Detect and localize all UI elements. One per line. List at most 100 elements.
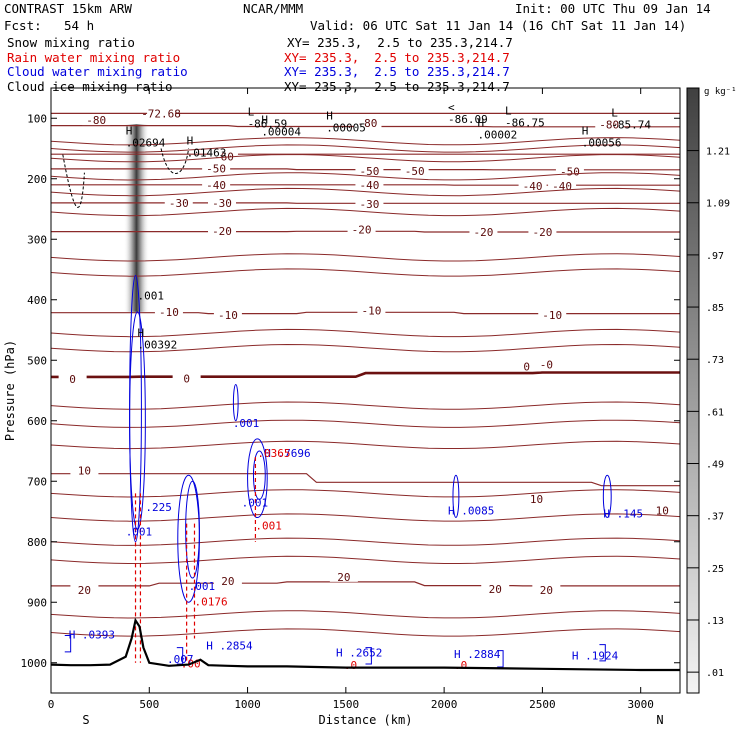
extremum-value: -86.09: [448, 113, 488, 126]
organization-label: NCAR/MMM: [243, 1, 304, 16]
cloud-water-contour: [232, 383, 239, 422]
colorbar-tick-label: .01: [706, 668, 724, 679]
extremum-value: .01463: [187, 147, 227, 160]
rain-water-label: .0: [344, 659, 357, 672]
colorbar-tick-label: 1.09: [706, 199, 730, 210]
rain-water-label: .0176: [194, 595, 227, 608]
isotherm-line: [51, 328, 680, 338]
y-tick-label: 700: [27, 475, 47, 488]
isotherm-label: -20: [212, 225, 232, 238]
isotherm-line: [51, 268, 680, 277]
plot-frame: [50, 87, 681, 694]
isotherm-label: -40: [359, 179, 379, 192]
colorbar-tick-label: .13: [706, 616, 724, 627]
isotherm-label: -80: [599, 118, 619, 131]
isotherm-label: -10: [361, 305, 381, 318]
y-tick-label: 1000: [21, 657, 48, 670]
rain-water-label: .0365: [257, 447, 290, 460]
isotherm-label: 20: [337, 571, 350, 584]
field-xy-cloud-ice: XY= 235.3, 2.5 to 235.3,214.7: [284, 79, 510, 94]
x-axis-title: Distance (km): [319, 713, 413, 727]
y-tick-label: 800: [27, 536, 47, 549]
extremum-value: .00002: [478, 129, 518, 142]
extremum-marker: L: [505, 104, 512, 117]
cloud-water-label: .225: [145, 501, 172, 514]
cloud-water-contour: [252, 450, 266, 500]
isotherm-line: [51, 401, 680, 410]
isotherm-line: [51, 343, 680, 353]
isotherm-label: -40: [552, 180, 572, 193]
field-name-rain: Rain water mixing ratio: [7, 50, 181, 65]
isotherm-label: 0: [69, 373, 76, 386]
cloud-water-label: H .0085: [448, 505, 494, 518]
isotherm-label: -50: [359, 165, 379, 178]
cloud-water-contour: [247, 438, 268, 519]
extremum-value: .00392: [137, 338, 177, 351]
isotherm-line: [51, 154, 680, 163]
isotherm-label: -20: [474, 226, 494, 239]
isotherm-line: [51, 610, 680, 619]
isotherm-label: -30: [169, 197, 189, 210]
y-tick-label: 300: [27, 233, 47, 246]
field-xy-rain: XY= 235.3, 2.5 to 235.3,214.7: [284, 50, 510, 65]
colorbar-tick-label: .49: [706, 460, 724, 471]
model-title: CONTRAST 15km ARW: [4, 1, 132, 16]
extremum-value: .02694: [126, 136, 166, 149]
colorbar: g kg⁻¹ .01 .13 .25 .37 .49 .61 .73 .85 .97 1.09 1.2…: [686, 87, 737, 694]
x-tick-label: 2500: [529, 698, 556, 711]
init-time: Init: 00 UTC Thu 09 Jan 14: [515, 1, 711, 16]
extremum-value: -85.74: [611, 118, 651, 131]
rain-water-label: .001: [255, 520, 281, 533]
isotherm-label: -30: [359, 198, 379, 211]
isotherm-label: 10: [656, 504, 669, 517]
cloud-water-label: .001: [189, 580, 216, 593]
extremum-marker: H: [187, 135, 194, 148]
isotherm-label: 0: [523, 360, 530, 373]
snow-mixing-ratio-plume: [123, 124, 150, 312]
cloud-water-label: H .1924: [572, 650, 619, 663]
extremum-value: .00004: [261, 126, 301, 139]
isotherm-label: -10: [159, 306, 179, 319]
extremum-value: .001: [137, 289, 164, 302]
colorbar-tick-label: .85: [706, 303, 724, 314]
colorbar-tick-label: .37: [706, 512, 724, 523]
cloud-water-label: .001: [242, 497, 269, 510]
cloud-water-contour: [602, 474, 612, 519]
extremum-marker: H: [582, 124, 589, 137]
cloud-ice-contour: [160, 148, 190, 174]
cloud-water-label: H .2884: [454, 648, 501, 661]
colorbar-tick-label: 1.21: [706, 147, 730, 158]
isotherm-line: [51, 207, 680, 217]
cloud-water-label: .007: [167, 653, 194, 666]
cloud-water-contour: [129, 311, 146, 531]
isotherm-label: 20: [78, 584, 91, 597]
y-tick-label: 200: [27, 173, 47, 186]
isotherm-label: -72.68: [141, 107, 181, 120]
colorbar-gradient: [686, 87, 700, 694]
plot-layer: -80 -80 -80-72.68-60-50 -50 -50 -50-40 -40 -40-…: [51, 101, 680, 672]
isotherm-line: [51, 473, 680, 487]
extremum-value: -86.75: [505, 116, 545, 129]
colorbar-tick-label: .25: [706, 564, 724, 575]
south-label: S: [82, 713, 89, 727]
isotherm-label: 10: [78, 464, 91, 477]
y-tick-label: 400: [27, 294, 47, 307]
isotherm-line: [51, 440, 680, 450]
cloud-water-label: H .2854: [206, 639, 253, 652]
colorbar-unit: g kg⁻¹: [704, 87, 737, 97]
extremum-marker: L: [248, 106, 255, 119]
isotherm-line: [51, 419, 680, 428]
colorbar-tick-label: .73: [706, 355, 724, 366]
isotherm-label: -50: [560, 165, 580, 178]
isotherm-label: -80: [358, 117, 378, 130]
isotherm-line: [51, 581, 680, 587]
cloud-water-label: H .145: [603, 508, 643, 521]
isotherm-line: [51, 137, 680, 146]
extremum-marker: H: [478, 117, 485, 130]
cloud-water-label: .001: [126, 526, 153, 539]
x-tick-label: 1500: [333, 698, 360, 711]
isotherm-label: -10: [542, 309, 562, 322]
isotherm-line: [51, 489, 680, 498]
extremum-marker: H: [137, 326, 144, 339]
isotherm-label: -80: [86, 114, 106, 127]
